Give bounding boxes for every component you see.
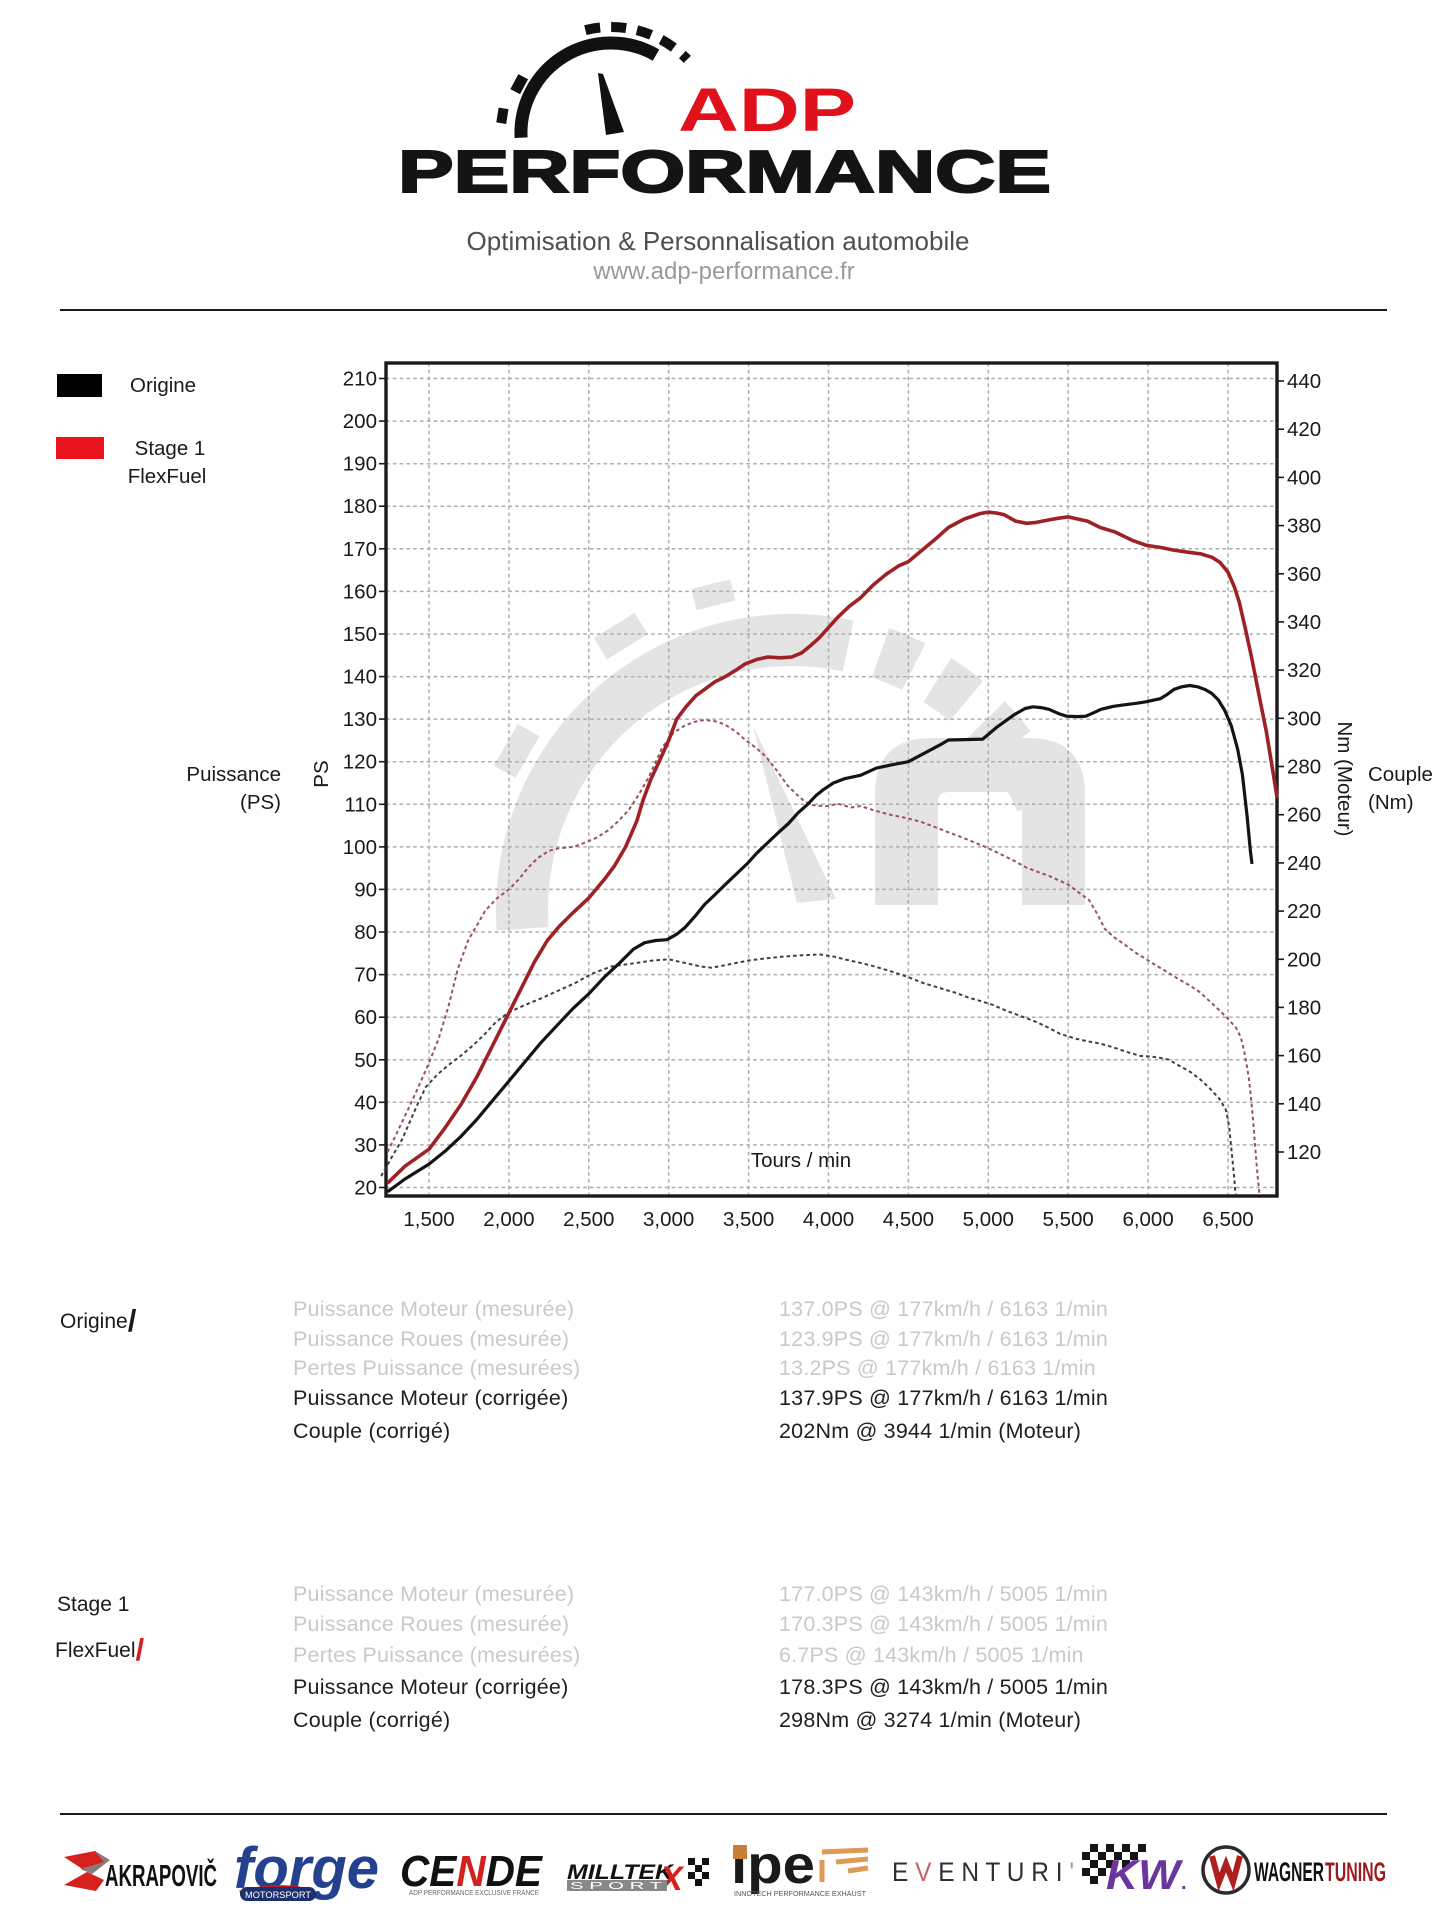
svg-text:130: 130: [343, 708, 377, 731]
svg-text:(Nm): (Nm): [1368, 791, 1414, 814]
svg-text:6,000: 6,000: [1122, 1208, 1173, 1231]
svg-text:4,500: 4,500: [883, 1208, 934, 1231]
svg-text:440: 440: [1287, 370, 1321, 393]
svg-text:20: 20: [354, 1177, 377, 1200]
svg-text:400: 400: [1287, 466, 1321, 489]
svg-text:240: 240: [1287, 852, 1321, 875]
svg-text:380: 380: [1287, 515, 1321, 538]
svg-text:3,000: 3,000: [643, 1208, 694, 1231]
svg-text:120: 120: [1287, 1141, 1321, 1164]
svg-text:5,000: 5,000: [963, 1208, 1014, 1231]
svg-text:160: 160: [1287, 1045, 1321, 1068]
svg-text:(PS): (PS): [240, 791, 281, 814]
svg-text:INNOTECH PERFORMANCE EXHAUST: INNOTECH PERFORMANCE EXHAUST: [734, 1889, 866, 1898]
svg-text:PERFORMANCE: PERFORMANCE: [398, 139, 1051, 205]
svg-text:Nm (Moteur): Nm (Moteur): [1333, 721, 1356, 836]
svg-text:.: .: [1181, 1872, 1187, 1894]
svg-text:Couple: Couple: [1368, 763, 1433, 786]
svg-text:60: 60: [354, 1006, 377, 1029]
svg-text:MILLTEK: MILLTEK: [567, 1861, 675, 1884]
svg-text:CENDE: CENDE: [400, 1847, 544, 1896]
svg-text:100: 100: [343, 836, 377, 859]
svg-text:50: 50: [354, 1049, 377, 1072]
svg-text:Puissance: Puissance: [186, 763, 281, 786]
svg-text:300: 300: [1287, 707, 1321, 730]
svg-text:MOTORSPORT: MOTORSPORT: [245, 1890, 312, 1900]
svg-text:120: 120: [343, 751, 377, 774]
svg-text:200: 200: [343, 410, 377, 433]
svg-text:ADP PERFORMANCE EXCLUSIVE FRAN: ADP PERFORMANCE EXCLUSIVE FRANCE: [409, 1890, 539, 1897]
svg-text:TUNING: TUNING: [1325, 1857, 1386, 1887]
svg-text:6,500: 6,500: [1202, 1208, 1253, 1231]
svg-text:FlexFuel: FlexFuel: [128, 465, 207, 488]
svg-text:160: 160: [343, 580, 377, 603]
svg-text:340: 340: [1287, 611, 1321, 634]
svg-text:ADP: ADP: [678, 76, 856, 144]
svg-text:220: 220: [1287, 900, 1321, 923]
svg-text:280: 280: [1287, 756, 1321, 779]
svg-text:70: 70: [354, 964, 377, 987]
svg-text:AKRAPOVIČ: AKRAPOVIČ: [105, 1857, 217, 1893]
svg-text:Optimisation & Personnalisatio: Optimisation & Personnalisation automobi…: [467, 226, 970, 256]
svg-text:320: 320: [1287, 659, 1321, 682]
svg-text:www.adp-performance.fr: www.adp-performance.fr: [592, 258, 854, 285]
svg-text:140: 140: [343, 666, 377, 689]
svg-text:360: 360: [1287, 563, 1321, 586]
svg-text:200: 200: [1287, 948, 1321, 971]
svg-text:PS: PS: [310, 760, 333, 787]
svg-text:2,000: 2,000: [483, 1208, 534, 1231]
svg-text:30: 30: [354, 1134, 377, 1157]
svg-text:KW: KW: [1106, 1851, 1184, 1898]
svg-text:150: 150: [343, 623, 377, 646]
svg-text:1,500: 1,500: [403, 1208, 454, 1231]
svg-text:190: 190: [343, 453, 377, 476]
svg-text:X: X: [658, 1860, 685, 1898]
svg-text:S P O R T: S P O R T: [570, 1881, 662, 1892]
svg-text:180: 180: [343, 495, 377, 518]
svg-text:260: 260: [1287, 804, 1321, 827]
svg-text:Tours / min: Tours / min: [751, 1149, 851, 1172]
svg-text:170: 170: [343, 538, 377, 561]
svg-text:Stage 1: Stage 1: [135, 437, 206, 460]
svg-text:90: 90: [354, 878, 377, 901]
svg-text:ıpe: ıpe: [731, 1835, 815, 1895]
svg-text:Origine: Origine: [130, 374, 196, 397]
svg-text:420: 420: [1287, 418, 1321, 441]
svg-text:210: 210: [343, 368, 377, 391]
svg-text:WAGNER: WAGNER: [1254, 1857, 1324, 1887]
svg-text:180: 180: [1287, 996, 1321, 1019]
svg-text:110: 110: [344, 793, 377, 816]
svg-text:140: 140: [1287, 1093, 1321, 1116]
svg-text:40: 40: [354, 1091, 377, 1114]
svg-text:5,500: 5,500: [1043, 1208, 1094, 1231]
svg-text:80: 80: [354, 921, 377, 944]
svg-text:3,500: 3,500: [723, 1208, 774, 1231]
svg-text:2,500: 2,500: [563, 1208, 614, 1231]
svg-text:4,000: 4,000: [803, 1208, 854, 1231]
svg-text:E V E N T U R I ': E V E N T U R I ': [892, 1857, 1074, 1887]
